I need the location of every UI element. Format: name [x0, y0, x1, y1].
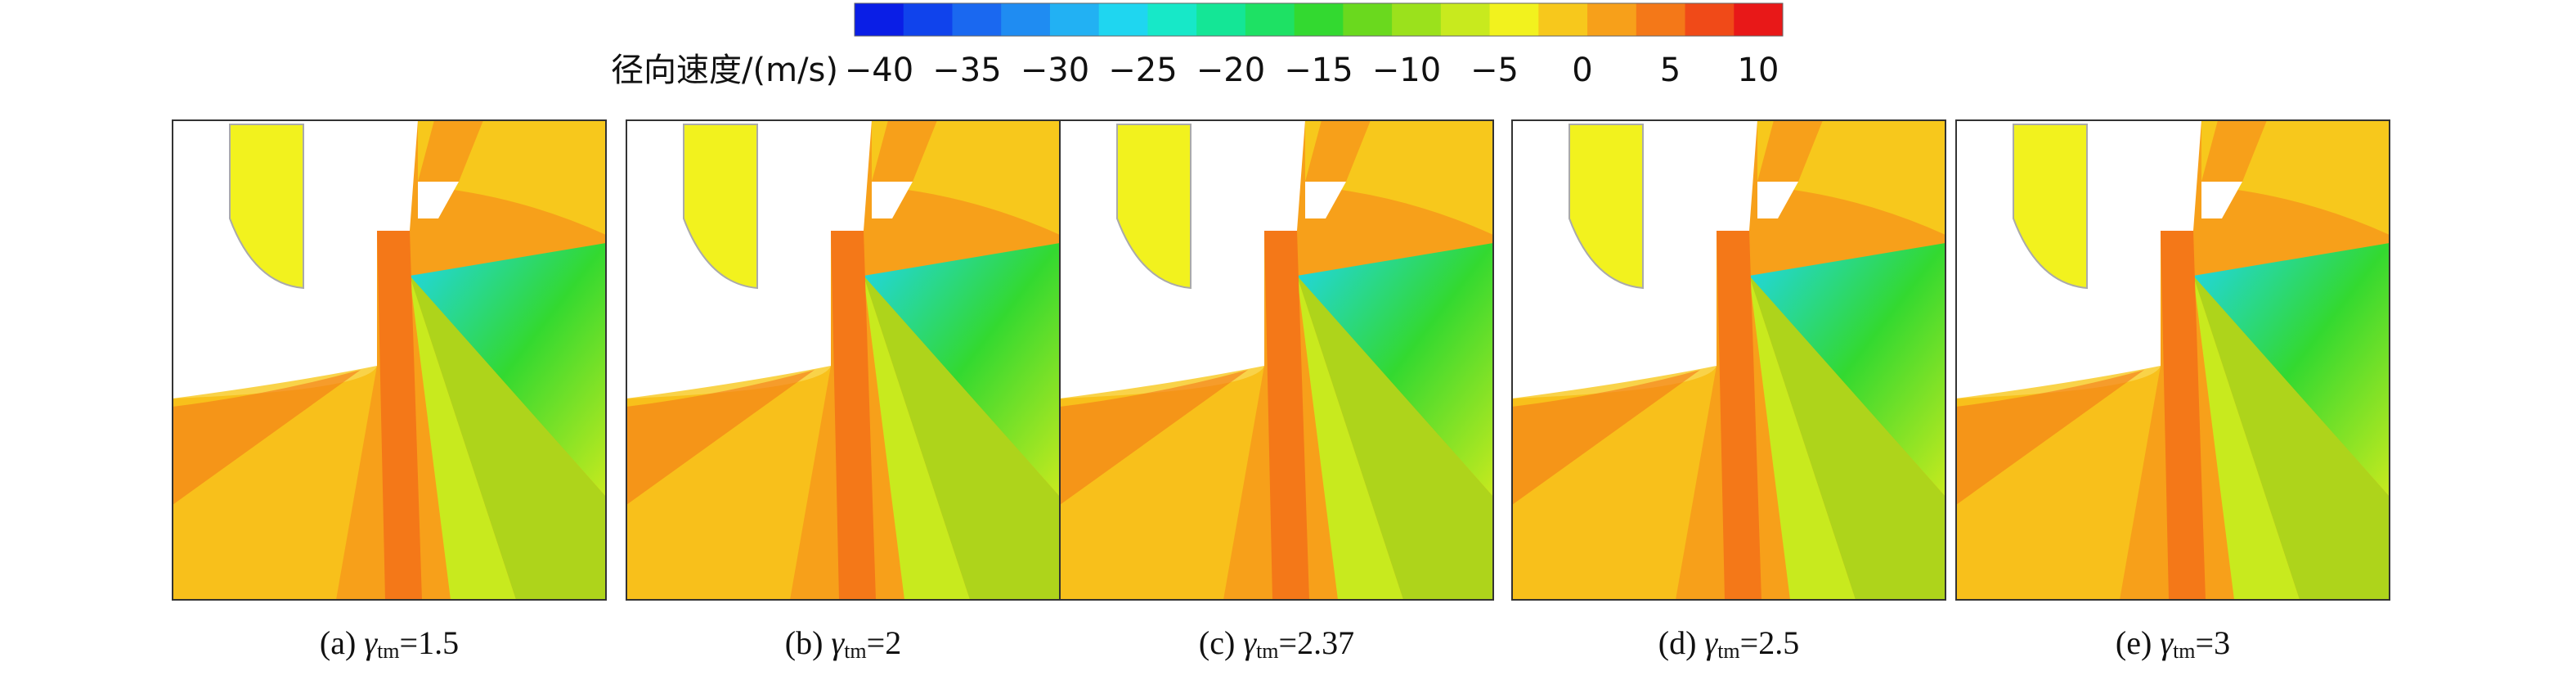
colorbar-swatch: [1587, 3, 1637, 36]
colorbar-tick-label: −5: [1470, 52, 1519, 89]
panel-caption: (b) γtm=2: [785, 624, 901, 663]
panel-caption: (c) γtm=2.37: [1199, 624, 1354, 663]
contour-panel: [626, 119, 1061, 601]
panels: (a) γtm=1.5 (b) γtm=2 (c) γtm=2.37 (d) γtm=2.5(…: [172, 119, 2390, 663]
caption-symbol: γ: [1704, 624, 1718, 661]
contour-plot: [172, 119, 607, 601]
contour-panel: [1955, 119, 2390, 601]
contour-panel: [172, 119, 607, 601]
colorbar-tick-label: −40: [845, 52, 913, 89]
caption-prefix: (e): [2116, 624, 2152, 661]
colorbar-tick-label: −15: [1284, 52, 1353, 89]
colorbar-swatch: [1147, 3, 1197, 36]
caption-prefix: (c): [1199, 624, 1235, 661]
colorbar-frame: [854, 2, 1784, 37]
caption-prefix: (b): [785, 624, 824, 661]
caption-subscript: tm: [2173, 639, 2195, 663]
colorbar-tick-label: −25: [1108, 52, 1177, 89]
colorbar-swatch: [1343, 3, 1393, 36]
colorbar-swatch: [903, 3, 953, 36]
colorbar-swatch: [1196, 3, 1246, 36]
caption-value: =3: [2196, 624, 2231, 661]
colorbar-swatch: [1392, 3, 1442, 36]
colorbar: −40 −35 −30 −25 −20 −15 −10 −5 0 5 10: [845, 2, 1784, 89]
colorbar-swatch: [1489, 3, 1539, 36]
contour-plot: [1059, 119, 1494, 601]
caption-symbol: γ: [1243, 624, 1257, 661]
colorbar-swatch: [1049, 3, 1100, 36]
caption-value: =2.37: [1279, 624, 1355, 661]
contour-panel: [1059, 119, 1494, 601]
colorbar-tick-label: −35: [932, 52, 1001, 89]
colorbar-swatch: [1685, 3, 1735, 36]
colorbar-swatch: [952, 3, 1002, 36]
colorbar-swatch: [1001, 3, 1051, 36]
colorbar-tick-label: 10: [1738, 52, 1779, 89]
caption-subscript: tm: [377, 639, 399, 663]
colorbar-swatch: [1294, 3, 1344, 36]
caption-value: =2: [867, 624, 902, 661]
colorbar-swatch: [1440, 3, 1491, 36]
caption-subscript: tm: [844, 639, 866, 663]
panel-caption: (d) γtm=2.5: [1658, 624, 1799, 663]
colorbar-swatch: [1636, 3, 1686, 36]
panel-caption: (a) γtm=1.5: [320, 624, 459, 663]
caption-subscript: tm: [1717, 639, 1739, 663]
colorbar-label: 径向速度/(m/s): [611, 52, 838, 89]
colorbar-tick-label: −20: [1196, 52, 1265, 89]
colorbar-tick-label: 0: [1572, 52, 1592, 89]
caption-value: =2.5: [1740, 624, 1800, 661]
caption-symbol: γ: [364, 624, 378, 661]
caption-symbol: γ: [831, 624, 845, 661]
contour-plot: [626, 119, 1061, 601]
panel-caption: (e) γtm=3: [2116, 624, 2230, 663]
colorbar-swatch: [1538, 3, 1588, 36]
contour-plot: [1955, 119, 2390, 601]
caption-value: =1.5: [400, 624, 460, 661]
contour-panel: [1511, 119, 1946, 601]
colorbar-swatch: [1245, 3, 1295, 36]
colorbar-tick-label: 5: [1660, 52, 1681, 89]
colorbar-tick-label: −10: [1372, 52, 1441, 89]
colorbar-swatch: [1098, 3, 1148, 36]
colorbar-tick-label: −30: [1021, 52, 1089, 89]
caption-prefix: (a): [320, 624, 356, 661]
caption-subscript: tm: [1256, 639, 1278, 663]
caption-symbol: γ: [2160, 624, 2174, 661]
caption-prefix: (d): [1658, 624, 1697, 661]
colorbar-swatch: [1734, 3, 1784, 36]
colorbar-swatch: [855, 3, 904, 36]
contour-plot: [1511, 119, 1946, 601]
